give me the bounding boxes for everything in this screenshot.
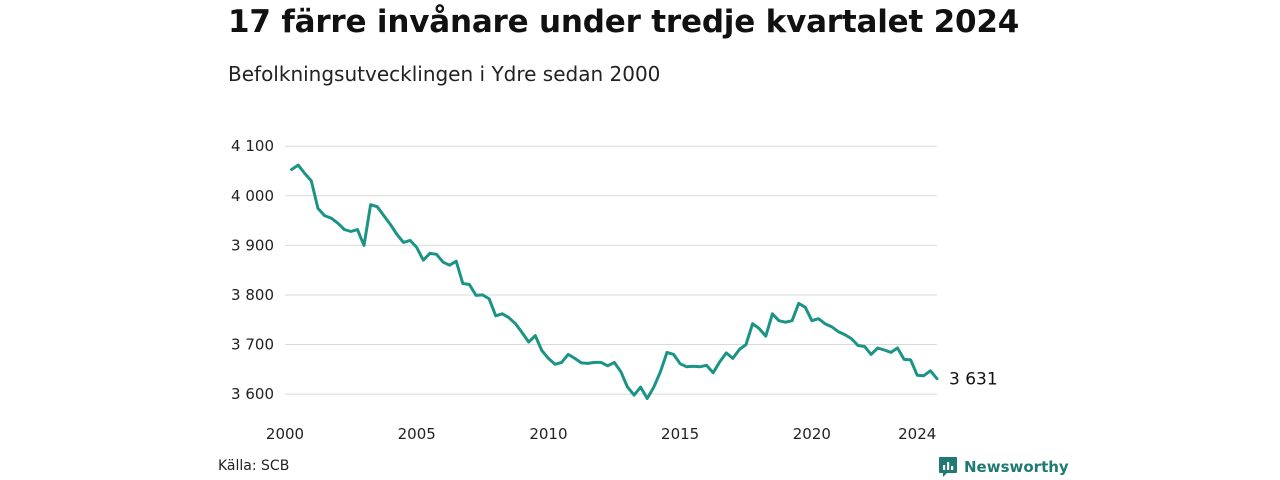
end-value-label: 3 631 [949,370,998,390]
end-labels: 3 631 [949,370,998,390]
brand-name: Newsworthy [964,458,1069,476]
x-axis-ticks: 2000 2005 2010 2015 2020 2024 [266,425,936,443]
brand-logo[interactable]: Newsworthy [938,456,1069,478]
y-tick-label: 3 800 [231,286,274,304]
gridlines [285,145,937,395]
y-axis-ticks: 3 600 3 700 3 800 3 900 4 000 4 100 [231,137,274,403]
y-tick-label: 4 000 [231,187,274,205]
source-note: Källa: SCB [218,458,290,474]
x-tick-label: 2010 [529,425,567,443]
series-line [290,163,939,400]
y-tick-label: 3 600 [231,385,274,403]
series-lines [290,163,939,400]
y-tick-label: 3 700 [231,336,274,354]
x-tick-label: 2024 [898,425,936,443]
chart-subtitle: Befolkningsutvecklingen i Ydre sedan 200… [228,62,661,86]
y-tick-label: 4 100 [231,137,274,155]
x-tick-label: 2000 [266,425,304,443]
bar-chart-speech-bubble-icon [939,457,957,477]
x-tick-label: 2020 [793,425,831,443]
y-tick-label: 3 900 [231,236,274,254]
x-tick-label: 2005 [398,425,436,443]
x-tick-label: 2015 [661,425,699,443]
chart-title: 17 färre invånare under tredje kvartalet… [228,4,1020,40]
